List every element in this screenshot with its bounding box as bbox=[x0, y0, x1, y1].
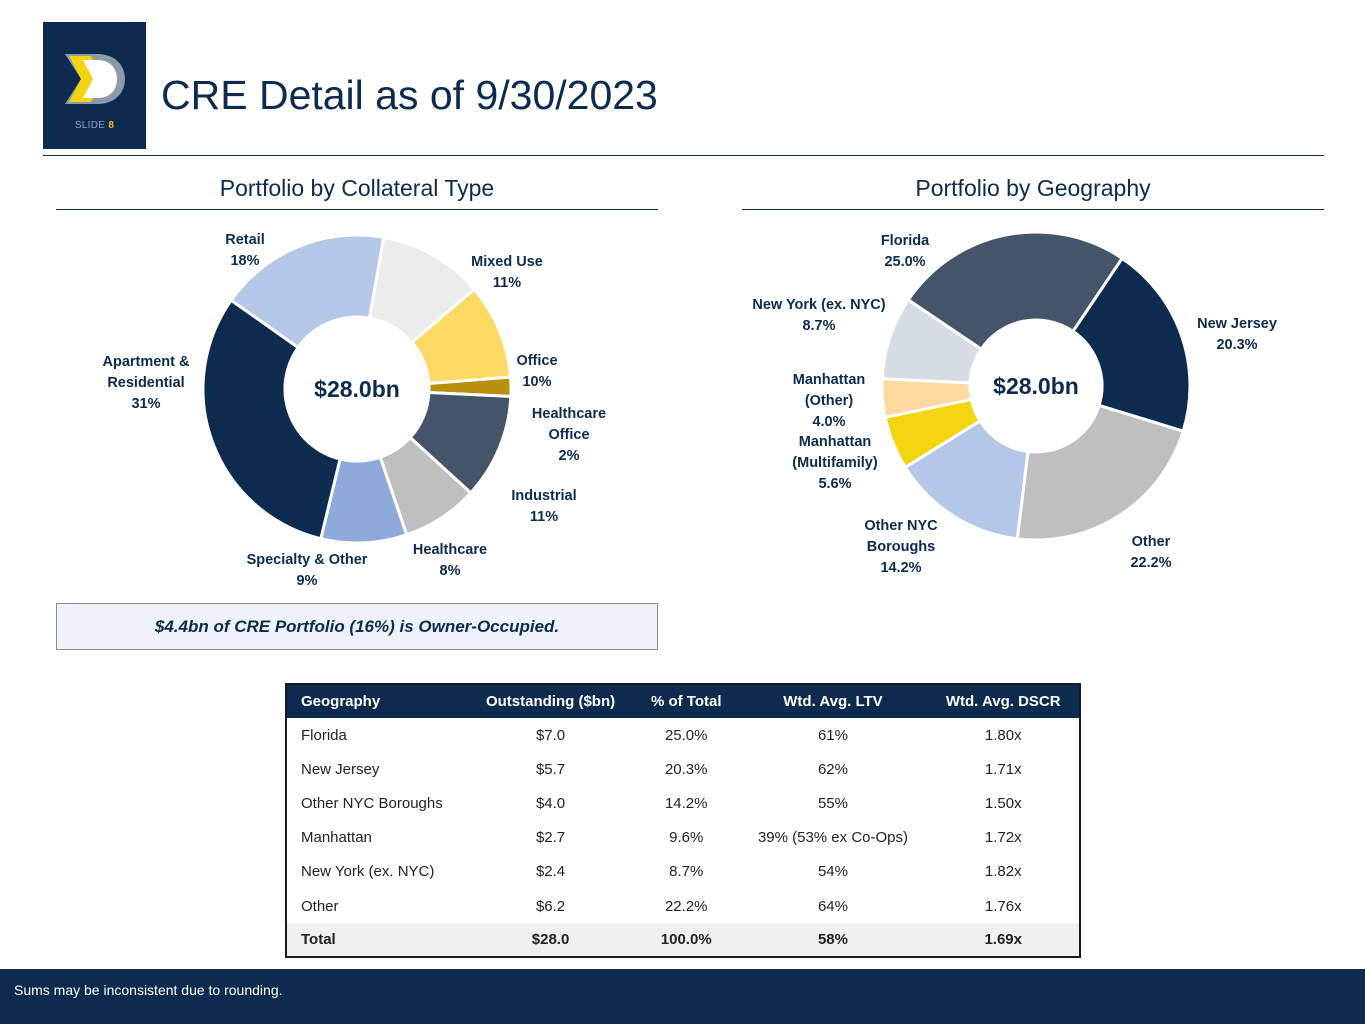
geography-table: Geography Outstanding ($bn) % of Total W… bbox=[285, 683, 1081, 959]
table-cell: 1.72x bbox=[984, 829, 1022, 847]
column-header: Wtd. Avg. DSCR bbox=[927, 684, 1080, 718]
table-cell: 1.82x bbox=[984, 863, 1022, 881]
table-cell: New York (ex. NYC) bbox=[301, 863, 435, 881]
donut-slice-retail bbox=[229, 233, 386, 350]
geography-title-divider bbox=[742, 209, 1324, 210]
column-header: % of Total bbox=[633, 684, 739, 718]
slice-label: Manhattan (Multifamily) 5.6% bbox=[792, 434, 878, 492]
table-cell: 1.71x bbox=[984, 760, 1022, 778]
slice-label: Office 10% bbox=[516, 353, 557, 390]
table-row: Other NYC Boroughs $4.0 14.2% 55% 1.50x bbox=[286, 786, 1080, 820]
table-cell: 1.50x bbox=[984, 794, 1022, 812]
donut-slice-new-jersey bbox=[1070, 256, 1192, 434]
slice-label: Other 22.2% bbox=[1130, 534, 1171, 571]
table-cell: $5.7 bbox=[535, 760, 566, 778]
table-cell: $4.0 bbox=[535, 794, 566, 812]
table-row: Manhattan $2.7 9.6% 39% (53% ex Co-Ops) … bbox=[286, 821, 1080, 855]
table-cell: Manhattan bbox=[301, 829, 372, 847]
slice-label: New Jersey 20.3% bbox=[1197, 316, 1277, 353]
collateral-title-divider bbox=[56, 209, 658, 210]
table-row: Florida $7.0 25.0% 61% 1.80x bbox=[286, 718, 1080, 752]
donut-slice-manhattan-multifamily bbox=[883, 397, 983, 470]
table-cell: 55% bbox=[817, 794, 848, 812]
donut-slice-other bbox=[1015, 403, 1186, 542]
table-cell: $28.0 bbox=[467, 923, 634, 958]
collateral-chart-title: Portfolio by Collateral Type bbox=[219, 175, 495, 201]
donut-slice-mixed-use bbox=[367, 235, 477, 345]
slice-label: Apartment & Residential 31% bbox=[102, 354, 190, 412]
table-cell: 8.7% bbox=[669, 863, 704, 881]
logo: SLIDE 8 bbox=[43, 22, 146, 149]
donut-slice-healthcare bbox=[378, 435, 473, 537]
table-cell: 1.80x bbox=[984, 726, 1022, 744]
donut-slice-office bbox=[409, 287, 513, 386]
table-cell: Other NYC Boroughs bbox=[301, 794, 443, 812]
table-total-row: Total $28.0 100.0% 58% 1.69x bbox=[286, 923, 1080, 958]
table-cell: Florida bbox=[301, 726, 347, 744]
column-header: Outstanding ($bn) bbox=[467, 684, 634, 718]
footer-note: Sums may be inconsistent due to rounding… bbox=[14, 982, 283, 998]
donut-slice-specialty-other bbox=[318, 455, 409, 545]
slice-label: Retail 18% bbox=[225, 232, 265, 269]
donut-slice-healthcare-office bbox=[427, 375, 513, 399]
donut-slice-florida bbox=[906, 230, 1125, 352]
column-header: Geography bbox=[286, 684, 468, 718]
table-row: New York (ex. NYC) $2.4 8.7% 54% 1.82x bbox=[286, 855, 1080, 889]
donut-center-total: $28.0bn bbox=[993, 373, 1079, 399]
slice-label: Mixed Use 11% bbox=[471, 254, 543, 291]
table-cell: Total bbox=[286, 923, 468, 958]
geography-donut-chart: New Jersey 20.3% Other 22.2% Other NYC Boroug… bbox=[752, 230, 1277, 576]
table-cell: 1.69x bbox=[927, 923, 1080, 958]
table-cell: New Jersey bbox=[301, 760, 380, 778]
table-cell: 39% (53% ex Co-Ops) bbox=[757, 829, 908, 847]
table-cell: 58% bbox=[738, 923, 928, 958]
table-cell: 54% bbox=[817, 863, 848, 881]
table-header-row: Geography Outstanding ($bn) % of Total W… bbox=[286, 684, 1080, 718]
table-cell: 22.2% bbox=[664, 897, 708, 915]
title-divider bbox=[43, 155, 1324, 156]
table-cell: 100.0% bbox=[633, 923, 739, 958]
donut-slice-industrial bbox=[408, 390, 513, 495]
slide-number: SLIDE 8 bbox=[74, 120, 115, 131]
table-cell: $6.2 bbox=[535, 897, 566, 915]
collateral-donut-chart: Mixed Use 11% Office 10% Healthcare Office 2% I… bbox=[102, 232, 606, 589]
donut-slice-apartment-residential bbox=[201, 298, 342, 541]
slice-label: New York (ex. NYC) 8.7% bbox=[752, 297, 885, 334]
table-row: Other $6.2 22.2% 64% 1.76x bbox=[286, 889, 1080, 923]
slice-label: Healthcare Office 2% bbox=[532, 406, 606, 464]
page-title: CRE Detail as of 9/30/2023 bbox=[161, 72, 658, 118]
footer-bar bbox=[0, 969, 1365, 1024]
owner-occupied-note: $4.4bn of CRE Portfolio (16%) is Owner-O… bbox=[56, 603, 658, 650]
donut-slice-manhattan-other bbox=[880, 377, 974, 420]
geography-chart-title: Portfolio by Geography bbox=[915, 175, 1151, 201]
table-cell: 1.76x bbox=[984, 897, 1022, 915]
column-header: Wtd. Avg. LTV bbox=[738, 684, 928, 718]
slice-label: Florida 25.0% bbox=[881, 233, 930, 270]
table-cell: $2.7 bbox=[535, 829, 566, 847]
table-cell: Other bbox=[301, 897, 339, 915]
table-row: New Jersey $5.7 20.3% 62% 1.71x bbox=[286, 752, 1080, 786]
company-logo-icon bbox=[65, 54, 125, 104]
slice-label: Specialty & Other 9% bbox=[247, 552, 368, 589]
table-cell: 62% bbox=[817, 760, 848, 778]
slice-label: Industrial 11% bbox=[511, 488, 576, 525]
table-cell: $2.4 bbox=[535, 863, 566, 881]
donut-slice-other-nyc-boroughs bbox=[903, 418, 1030, 541]
table-cell: 61% bbox=[817, 726, 848, 744]
slice-label: Other NYC Boroughs 14.2% bbox=[864, 518, 938, 576]
slice-label: Manhattan (Other) 4.0% bbox=[793, 372, 866, 430]
donut-center-total: $28.0bn bbox=[314, 376, 400, 402]
table-cell: 14.2% bbox=[664, 794, 708, 812]
table-cell: 25.0% bbox=[664, 726, 708, 744]
table-cell: $7.0 bbox=[535, 726, 566, 744]
donut-slice-new-york-ex-nyc bbox=[880, 297, 984, 385]
table-cell: 64% bbox=[817, 897, 848, 915]
slice-label: Healthcare 8% bbox=[413, 542, 487, 579]
table-cell: 9.6% bbox=[669, 829, 704, 847]
table-cell: 20.3% bbox=[664, 760, 708, 778]
